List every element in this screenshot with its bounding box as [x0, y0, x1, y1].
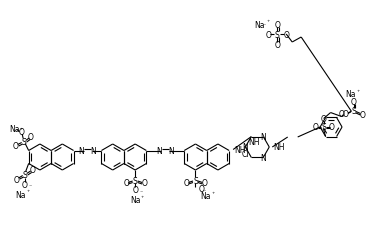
Text: S: S: [275, 30, 280, 39]
Text: O: O: [30, 165, 36, 174]
Text: Na: Na: [254, 20, 265, 30]
Text: O: O: [321, 114, 326, 124]
Text: N: N: [260, 132, 266, 141]
Text: S: S: [351, 106, 356, 116]
Text: Na: Na: [10, 124, 20, 134]
Text: O: O: [19, 128, 25, 136]
Text: Na: Na: [130, 196, 141, 205]
Text: O: O: [283, 30, 289, 39]
Text: O: O: [198, 185, 204, 194]
Text: O: O: [313, 122, 318, 132]
Text: Cl: Cl: [242, 149, 249, 158]
Text: NH: NH: [234, 146, 246, 154]
Text: N: N: [168, 146, 174, 156]
Text: ⁺: ⁺: [356, 89, 360, 94]
Text: ⁺: ⁺: [266, 20, 269, 25]
Text: O: O: [329, 122, 335, 132]
Text: NH: NH: [249, 138, 260, 146]
Text: O: O: [22, 180, 27, 189]
Text: O: O: [14, 175, 20, 184]
Text: ⁻: ⁻: [139, 190, 142, 195]
Text: S: S: [22, 170, 27, 179]
Text: ⁺: ⁺: [20, 127, 23, 132]
Text: S: S: [21, 138, 26, 146]
Text: ⁺: ⁺: [140, 195, 143, 200]
Text: Na: Na: [15, 190, 26, 199]
Text: NH: NH: [273, 142, 285, 151]
Text: N: N: [91, 146, 96, 156]
Text: ⁻: ⁻: [262, 24, 265, 29]
Text: O: O: [343, 110, 348, 118]
Text: O: O: [202, 179, 208, 188]
Text: O: O: [274, 40, 280, 49]
Text: Na: Na: [345, 90, 356, 99]
Text: N: N: [260, 153, 266, 162]
Text: S: S: [133, 176, 138, 185]
Text: O: O: [184, 179, 190, 188]
Text: ⁻: ⁻: [202, 189, 206, 194]
Text: N: N: [242, 143, 248, 152]
Text: N: N: [156, 146, 162, 156]
Text: S: S: [193, 176, 198, 185]
Text: O: O: [141, 179, 147, 188]
Text: S: S: [321, 122, 326, 132]
Text: O: O: [13, 142, 19, 150]
Text: O: O: [28, 132, 34, 141]
Text: ⁺: ⁺: [212, 191, 215, 196]
Text: Na: Na: [200, 192, 211, 201]
Text: ⁻: ⁻: [29, 185, 32, 190]
Text: O: O: [274, 20, 280, 30]
Text: N: N: [79, 146, 85, 156]
Text: O: O: [265, 30, 271, 39]
Text: O: O: [132, 186, 138, 195]
Text: O: O: [359, 110, 365, 120]
Text: O: O: [339, 110, 344, 118]
Text: O: O: [351, 98, 356, 106]
Text: O: O: [123, 179, 129, 188]
Text: ⁺: ⁺: [27, 190, 30, 195]
